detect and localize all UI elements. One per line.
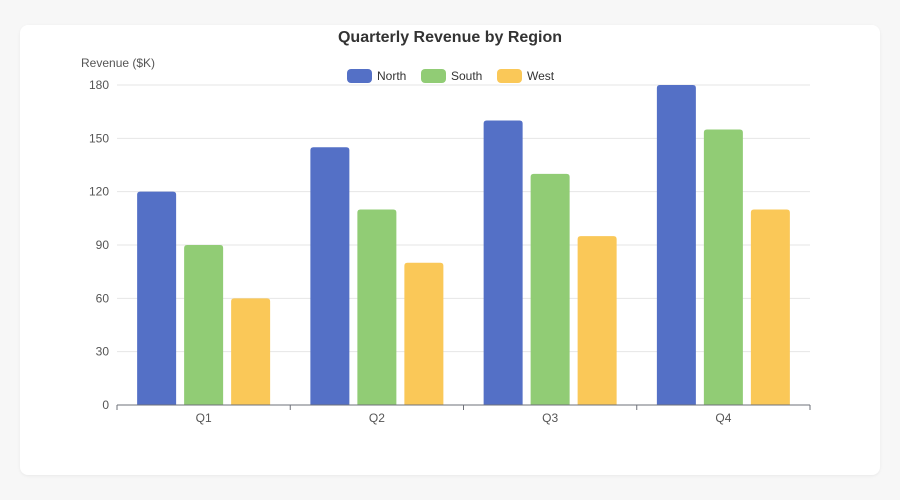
bar-west-q3 bbox=[578, 236, 617, 405]
chart-title: Quarterly Revenue by Region bbox=[338, 29, 562, 46]
bar-south-q4 bbox=[704, 129, 743, 405]
bar-north-q1 bbox=[137, 192, 176, 405]
legend-swatch bbox=[347, 69, 372, 83]
legend-label: West bbox=[527, 69, 555, 83]
legend-item-west[interactable]: West bbox=[497, 69, 555, 83]
legend-swatch bbox=[421, 69, 446, 83]
x-tick-label: Q2 bbox=[369, 411, 385, 425]
bar-west-q1 bbox=[231, 298, 270, 405]
bar-south-q3 bbox=[531, 174, 570, 405]
x-tick-label: Q3 bbox=[542, 411, 558, 425]
y-tick-label: 0 bbox=[102, 398, 109, 412]
y-axis-label: Revenue ($K) bbox=[81, 56, 155, 70]
legend-swatch bbox=[497, 69, 522, 83]
legend-label: North bbox=[377, 69, 406, 83]
bar-north-q2 bbox=[310, 147, 349, 405]
bar-west-q2 bbox=[404, 263, 443, 405]
bar-south-q2 bbox=[357, 209, 396, 405]
bar-north-q4 bbox=[657, 85, 696, 405]
y-tick-label: 150 bbox=[89, 131, 109, 145]
y-tick-label: 30 bbox=[96, 345, 110, 359]
bar-west-q4 bbox=[751, 209, 790, 405]
y-tick-label: 180 bbox=[89, 78, 109, 92]
x-tick-label: Q4 bbox=[715, 411, 731, 425]
legend-item-north[interactable]: North bbox=[347, 69, 406, 83]
legend: North South West bbox=[347, 69, 555, 83]
y-tick-label: 120 bbox=[89, 185, 109, 199]
x-tick-label: Q1 bbox=[196, 411, 212, 425]
bar-south-q1 bbox=[184, 245, 223, 405]
bar-north-q3 bbox=[484, 121, 523, 405]
y-tick-label: 60 bbox=[96, 291, 110, 305]
legend-item-south[interactable]: South bbox=[421, 69, 482, 83]
y-tick-label: 90 bbox=[96, 238, 110, 252]
legend-label: South bbox=[451, 69, 482, 83]
